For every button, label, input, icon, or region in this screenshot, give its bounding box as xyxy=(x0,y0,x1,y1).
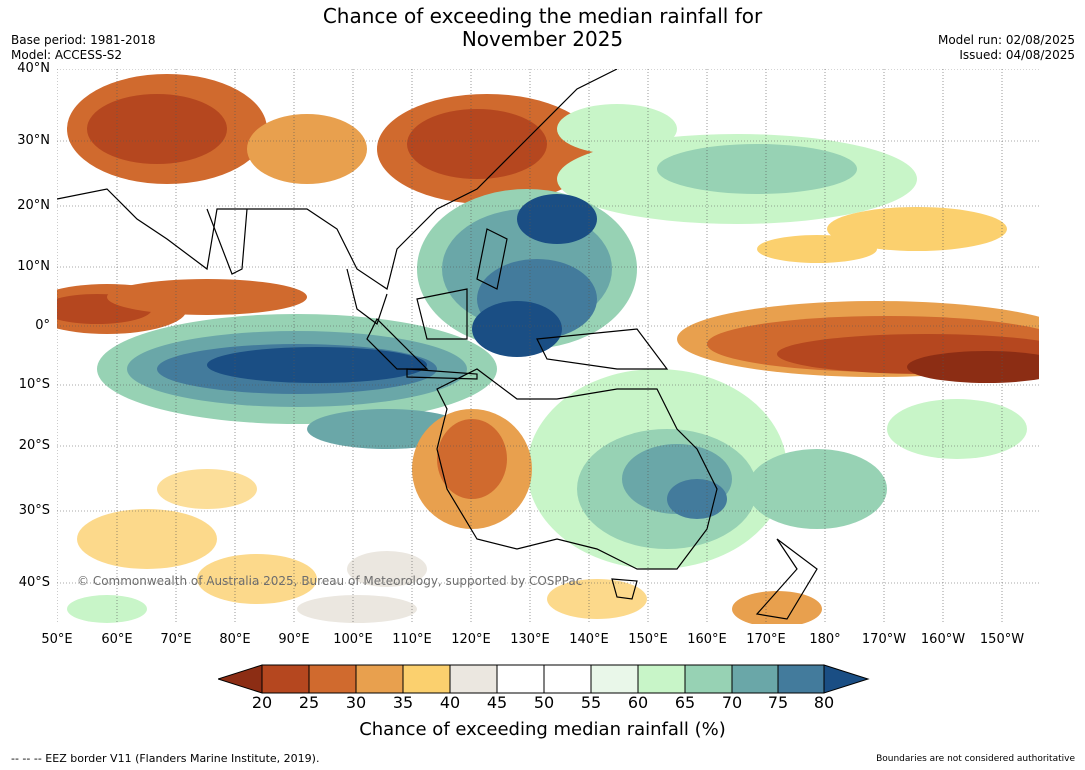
asia-coast xyxy=(57,69,618,290)
colorbar-tick-25: 25 xyxy=(298,693,320,712)
lat-label-30s: 30°S xyxy=(18,503,50,518)
model-run-date: Model run: 02/08/2025 xyxy=(937,33,1075,47)
lat-label-40s: 40°S xyxy=(18,575,50,590)
lat-label-20n: 20°N xyxy=(17,198,50,213)
new-zealand-outline xyxy=(755,538,818,620)
colorbar-swatch-70-75 xyxy=(731,664,779,694)
lon-label-60e: 60°E xyxy=(101,632,133,647)
base-period: Base period: 1981-2018 xyxy=(11,33,156,47)
lon-label-80e: 80°E xyxy=(219,632,251,647)
colorbar-tick-50: 50 xyxy=(533,693,555,712)
colorbar-swatch-25-30 xyxy=(308,664,357,694)
lon-label-140e: 140°E xyxy=(569,632,609,647)
lon-label-150e: 150°E xyxy=(628,632,668,647)
lon-label-70e: 70°E xyxy=(160,632,192,647)
lon-label-130e: 130°E xyxy=(510,632,550,647)
colorbar-swatch-60-65 xyxy=(637,664,686,694)
colorbar-swatch-55-60 xyxy=(590,664,639,694)
lat-label-0: 0° xyxy=(35,318,50,333)
colorbar-swatch-65-70 xyxy=(684,664,733,694)
colorbar-swatch-35-40 xyxy=(402,664,451,694)
lon-label-170w: 170°W xyxy=(861,632,907,647)
lat-label-20s: 20°S xyxy=(18,438,50,453)
australia-outline xyxy=(436,368,718,570)
colorbar-tick-30: 30 xyxy=(345,693,367,712)
copyright-notice: © Commonwealth of Australia 2025, Bureau… xyxy=(77,574,583,588)
colorbar xyxy=(216,664,870,698)
colorbar-tick-65: 65 xyxy=(674,693,696,712)
lat-label-10s: 10°S xyxy=(18,377,50,392)
colorbar-right-arrow xyxy=(823,664,870,694)
sumatra-outline xyxy=(366,317,429,370)
lon-label-100e: 100°E xyxy=(333,632,373,647)
colorbar-tick-70: 70 xyxy=(721,693,743,712)
lon-label-150w: 150°W xyxy=(979,632,1025,647)
colorbar-tick-75: 75 xyxy=(767,693,789,712)
philippines-outline xyxy=(476,228,508,290)
rainfall-field xyxy=(57,74,1039,624)
java-outline xyxy=(406,368,478,380)
lon-label-160w: 160°W xyxy=(920,632,966,647)
colorbar-tick-80: 80 xyxy=(813,693,835,712)
colorbar-swatch-30-35 xyxy=(355,664,404,694)
lon-label-90e: 90°E xyxy=(278,632,310,647)
lon-label-170e: 170°E xyxy=(746,632,786,647)
colorbar-tick-60: 60 xyxy=(627,693,649,712)
lon-label-110e: 110°E xyxy=(392,632,432,647)
borneo-outline xyxy=(416,288,468,340)
india-coast xyxy=(206,208,248,275)
colorbar-tick-45: 45 xyxy=(486,693,508,712)
colorbar-svg xyxy=(216,664,870,694)
model-name: Model: ACCESS-S2 xyxy=(11,48,123,62)
colorbar-tick-35: 35 xyxy=(392,693,414,712)
colorbar-swatch-50-55 xyxy=(543,664,592,694)
colorbar-swatch-75-80 xyxy=(777,664,825,694)
title-line-2: November 2025 xyxy=(461,27,624,51)
map-svg xyxy=(57,69,1039,624)
rainfall-map xyxy=(57,69,1039,624)
lat-label-30n: 30°N xyxy=(17,133,50,148)
malay-coast xyxy=(346,268,388,325)
colorbar-swatch-45-50 xyxy=(496,664,545,694)
run-info: Model run: 02/08/2025 Issued: 04/08/2025 xyxy=(938,33,1075,63)
colorbar-swatch-40-45 xyxy=(449,664,498,694)
colorbar-swatch-20-25 xyxy=(261,664,310,694)
colorbar-title: Chance of exceeding median rainfall (%) xyxy=(359,719,726,740)
tasmania-outline xyxy=(611,578,638,600)
eez-border-note: -- -- -- EEZ border V11 (Flanders Marine… xyxy=(11,752,320,765)
lat-label-40n: 40°N xyxy=(17,61,50,76)
lon-label-160e: 160°E xyxy=(687,632,727,647)
lon-label-180: 180° xyxy=(809,632,841,647)
boundaries-disclaimer: Boundaries are not considered authoritat… xyxy=(876,754,1075,764)
new-guinea-outline xyxy=(536,328,669,370)
lat-label-10n: 10°N xyxy=(17,259,50,274)
lon-label-50e: 50°E xyxy=(41,632,73,647)
issued-date: Issued: 04/08/2025 xyxy=(959,48,1075,62)
coastlines xyxy=(57,69,818,620)
model-info: Base period: 1981-2018 Model: ACCESS-S2 xyxy=(11,33,156,63)
graticule xyxy=(57,69,1039,624)
colorbar-tick-20: 20 xyxy=(251,693,273,712)
lon-label-120e: 120°E xyxy=(451,632,491,647)
title-line-1: Chance of exceeding the median rainfall … xyxy=(322,4,763,28)
page-title: Chance of exceeding the median rainfall … xyxy=(0,5,1085,51)
colorbar-tick-55: 55 xyxy=(580,693,602,712)
colorbar-tick-40: 40 xyxy=(439,693,461,712)
colorbar-left-arrow xyxy=(216,664,263,694)
